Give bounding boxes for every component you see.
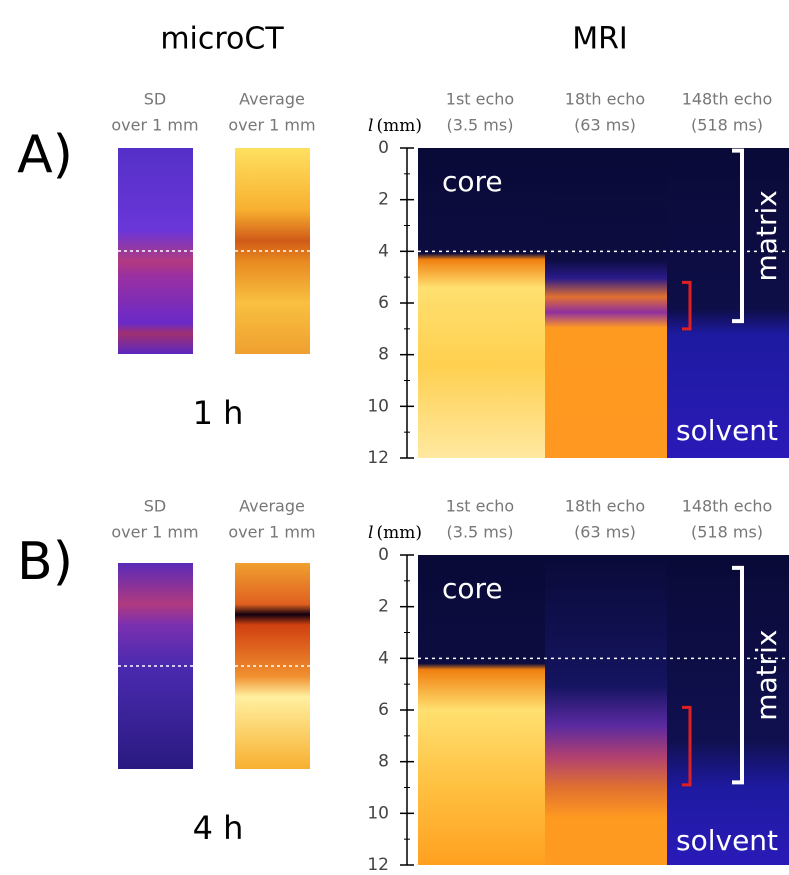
column-header: (518 ms) xyxy=(691,523,763,542)
mri-image xyxy=(667,148,789,458)
mri-image xyxy=(545,555,667,865)
tick-label: 2 xyxy=(378,190,389,210)
matrix-label: matrix xyxy=(750,629,783,720)
time-label: 1 h xyxy=(193,394,244,432)
column-header: over 1 mm xyxy=(228,523,315,542)
column-header: SD xyxy=(144,90,166,109)
panel-label: B) xyxy=(17,532,73,592)
tick-label: 8 xyxy=(378,752,389,772)
axis-variable: l xyxy=(368,116,373,136)
column-header: (3.5 ms) xyxy=(447,116,514,135)
column-header: 148th echo xyxy=(682,497,773,516)
solvent-label: solvent xyxy=(676,414,778,447)
column-header: (3.5 ms) xyxy=(447,523,514,542)
column-header: Average xyxy=(239,497,305,516)
axis-unit: (mm) xyxy=(376,523,422,543)
mri-header: MRI xyxy=(572,22,628,57)
tick-label: 12 xyxy=(367,855,389,875)
column-header: 18th echo xyxy=(565,497,645,516)
column-header: over 1 mm xyxy=(111,523,198,542)
tick-label: 10 xyxy=(367,396,389,416)
tick-label: 0 xyxy=(378,138,389,158)
tick-label: 10 xyxy=(367,803,389,823)
tick-label: 6 xyxy=(378,700,389,720)
tick-label: 12 xyxy=(367,448,389,468)
tick-label: 4 xyxy=(378,241,389,261)
microct-header: microCT xyxy=(160,22,284,57)
matrix-label: matrix xyxy=(750,190,783,281)
red-bracket xyxy=(682,705,692,787)
column-header: 1st echo xyxy=(446,90,514,109)
tick-label: 2 xyxy=(378,597,389,617)
column-header: 148th echo xyxy=(682,90,773,109)
column-header: 1st echo xyxy=(446,497,514,516)
mri-image xyxy=(667,555,789,865)
tick-label: 8 xyxy=(378,345,389,365)
mri-image xyxy=(418,148,545,458)
tick-label: 0 xyxy=(378,545,389,565)
column-header: SD xyxy=(144,497,166,516)
matrix-bracket xyxy=(732,565,744,785)
column-header: over 1 mm xyxy=(111,116,198,135)
tick-label: 6 xyxy=(378,293,389,313)
panel-label: A) xyxy=(17,125,73,185)
solvent-label: solvent xyxy=(676,824,778,857)
column-header: (518 ms) xyxy=(691,116,763,135)
axis-label: l (mm) xyxy=(368,523,422,543)
red-bracket xyxy=(682,280,692,331)
time-label: 4 h xyxy=(193,809,244,847)
mri-image xyxy=(545,148,667,458)
matrix-bracket xyxy=(732,148,744,324)
column-header: Average xyxy=(239,90,305,109)
axis-label: l (mm) xyxy=(368,116,422,136)
core-label: core xyxy=(442,572,503,605)
axis-unit: (mm) xyxy=(376,116,422,136)
column-header: over 1 mm xyxy=(228,116,315,135)
column-header: (63 ms) xyxy=(574,116,636,135)
column-header: 18th echo xyxy=(565,90,645,109)
mri-image xyxy=(418,555,545,865)
tick-label: 4 xyxy=(378,648,389,668)
core-label: core xyxy=(442,165,503,198)
axis-variable: l xyxy=(368,523,373,543)
column-header: (63 ms) xyxy=(574,523,636,542)
